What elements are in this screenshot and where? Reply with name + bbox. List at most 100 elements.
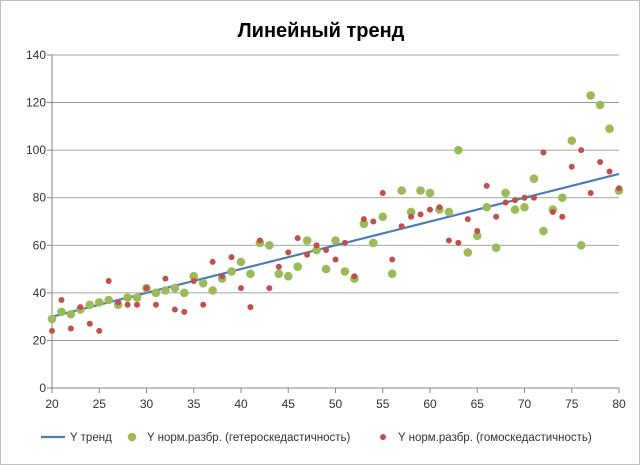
hetero-point xyxy=(605,124,614,134)
x-tick-label: 25 xyxy=(93,397,107,411)
homo-point xyxy=(549,208,556,215)
homo-point xyxy=(219,273,226,280)
hetero-point xyxy=(180,288,189,298)
x-tick-label: 65 xyxy=(471,397,485,411)
homo-point xyxy=(171,306,178,313)
hetero-point xyxy=(94,298,104,307)
hetero-point xyxy=(312,245,321,255)
homo-point xyxy=(143,285,150,292)
homo-point xyxy=(559,213,566,220)
x-tick-labels: 20 25 30 35 40 45 50 55 60 65 70 75 80 xyxy=(45,397,626,411)
x-tick-label: 35 xyxy=(187,397,201,411)
hetero-point xyxy=(236,257,246,267)
homo-point xyxy=(58,296,65,303)
homo-point xyxy=(502,199,509,206)
homo-point xyxy=(209,258,216,265)
hetero-point xyxy=(406,207,416,217)
hetero-point xyxy=(123,293,132,302)
homo-point xyxy=(464,216,471,223)
hetero-point xyxy=(246,269,255,279)
hetero-point xyxy=(425,188,435,198)
homo-point xyxy=(351,273,358,280)
legend-homo-swatch xyxy=(380,434,386,440)
homo-point xyxy=(323,247,330,254)
legend-homo-label: Y норм.разбр. (гомоскедастичность) xyxy=(398,432,592,444)
homo-point xyxy=(238,285,244,292)
heteroscedastic-series xyxy=(47,91,624,324)
y-tick-labels: 0 20 40 60 80 100 120 140 xyxy=(26,48,46,395)
homo-point xyxy=(96,327,103,334)
hetero-point xyxy=(340,267,350,276)
homo-point xyxy=(521,194,528,201)
x-tick-label: 40 xyxy=(234,397,248,411)
homo-point xyxy=(162,275,169,282)
hetero-point xyxy=(595,100,605,110)
homo-point xyxy=(493,213,500,220)
homo-point xyxy=(530,194,537,201)
hetero-point xyxy=(463,248,473,257)
homo-point xyxy=(181,308,188,315)
hetero-point xyxy=(189,271,199,281)
x-tick-label: 50 xyxy=(329,397,343,411)
hetero-point xyxy=(104,295,113,305)
homo-point xyxy=(379,189,386,196)
y-tick-label: 100 xyxy=(26,143,46,157)
hetero-point xyxy=(501,188,510,198)
homo-point xyxy=(474,228,481,235)
hetero-point xyxy=(539,226,548,236)
homo-point xyxy=(86,320,93,327)
hetero-point xyxy=(416,186,425,195)
homo-point xyxy=(483,182,490,189)
y-tick-label: 80 xyxy=(33,191,47,205)
hetero-point xyxy=(265,240,274,250)
x-tick-label: 60 xyxy=(423,397,437,411)
hetero-point xyxy=(198,279,208,288)
hetero-point xyxy=(331,236,340,245)
homo-point xyxy=(360,216,367,223)
legend-hetero-swatch xyxy=(127,432,137,442)
hetero-point xyxy=(397,186,406,195)
chart-title: Линейный тренд xyxy=(238,20,405,42)
homo-point xyxy=(578,147,585,154)
y-tick-label: 20 xyxy=(33,333,47,347)
hetero-point xyxy=(510,205,520,214)
hetero-point xyxy=(454,145,463,155)
homoscedastic-series xyxy=(49,147,622,334)
homo-point xyxy=(370,218,377,225)
hetero-point xyxy=(482,202,492,212)
homo-point xyxy=(389,256,396,263)
homo-point xyxy=(313,242,320,249)
y-tick-label: 140 xyxy=(26,48,46,62)
legend-hetero-label: Y норм.разбр. (гетероскедастичность) xyxy=(147,432,351,444)
hetero-point xyxy=(47,314,57,324)
axes xyxy=(47,54,620,393)
hetero-point xyxy=(472,231,482,241)
hetero-point xyxy=(321,264,331,274)
homo-point xyxy=(77,304,84,311)
hetero-point xyxy=(208,286,217,295)
x-tick-label: 80 xyxy=(612,397,626,411)
homo-point xyxy=(417,211,424,218)
homo-point xyxy=(606,168,613,175)
homo-point xyxy=(304,251,311,258)
homo-point xyxy=(285,249,292,256)
homo-point xyxy=(587,189,594,196)
hetero-point xyxy=(302,236,312,245)
x-tick-label: 30 xyxy=(140,397,154,411)
homo-point xyxy=(427,206,433,213)
x-tick-label: 20 xyxy=(45,397,59,411)
hetero-point xyxy=(558,193,567,203)
homo-point xyxy=(115,299,122,306)
homo-point xyxy=(616,185,622,192)
hetero-point xyxy=(161,286,170,295)
homo-point xyxy=(190,277,197,284)
homo-point xyxy=(568,163,575,170)
hetero-point xyxy=(378,212,388,222)
hetero-point xyxy=(491,243,501,252)
hetero-point xyxy=(529,174,539,183)
hetero-point xyxy=(170,283,180,293)
homo-point xyxy=(332,256,339,263)
homo-point xyxy=(445,237,452,244)
